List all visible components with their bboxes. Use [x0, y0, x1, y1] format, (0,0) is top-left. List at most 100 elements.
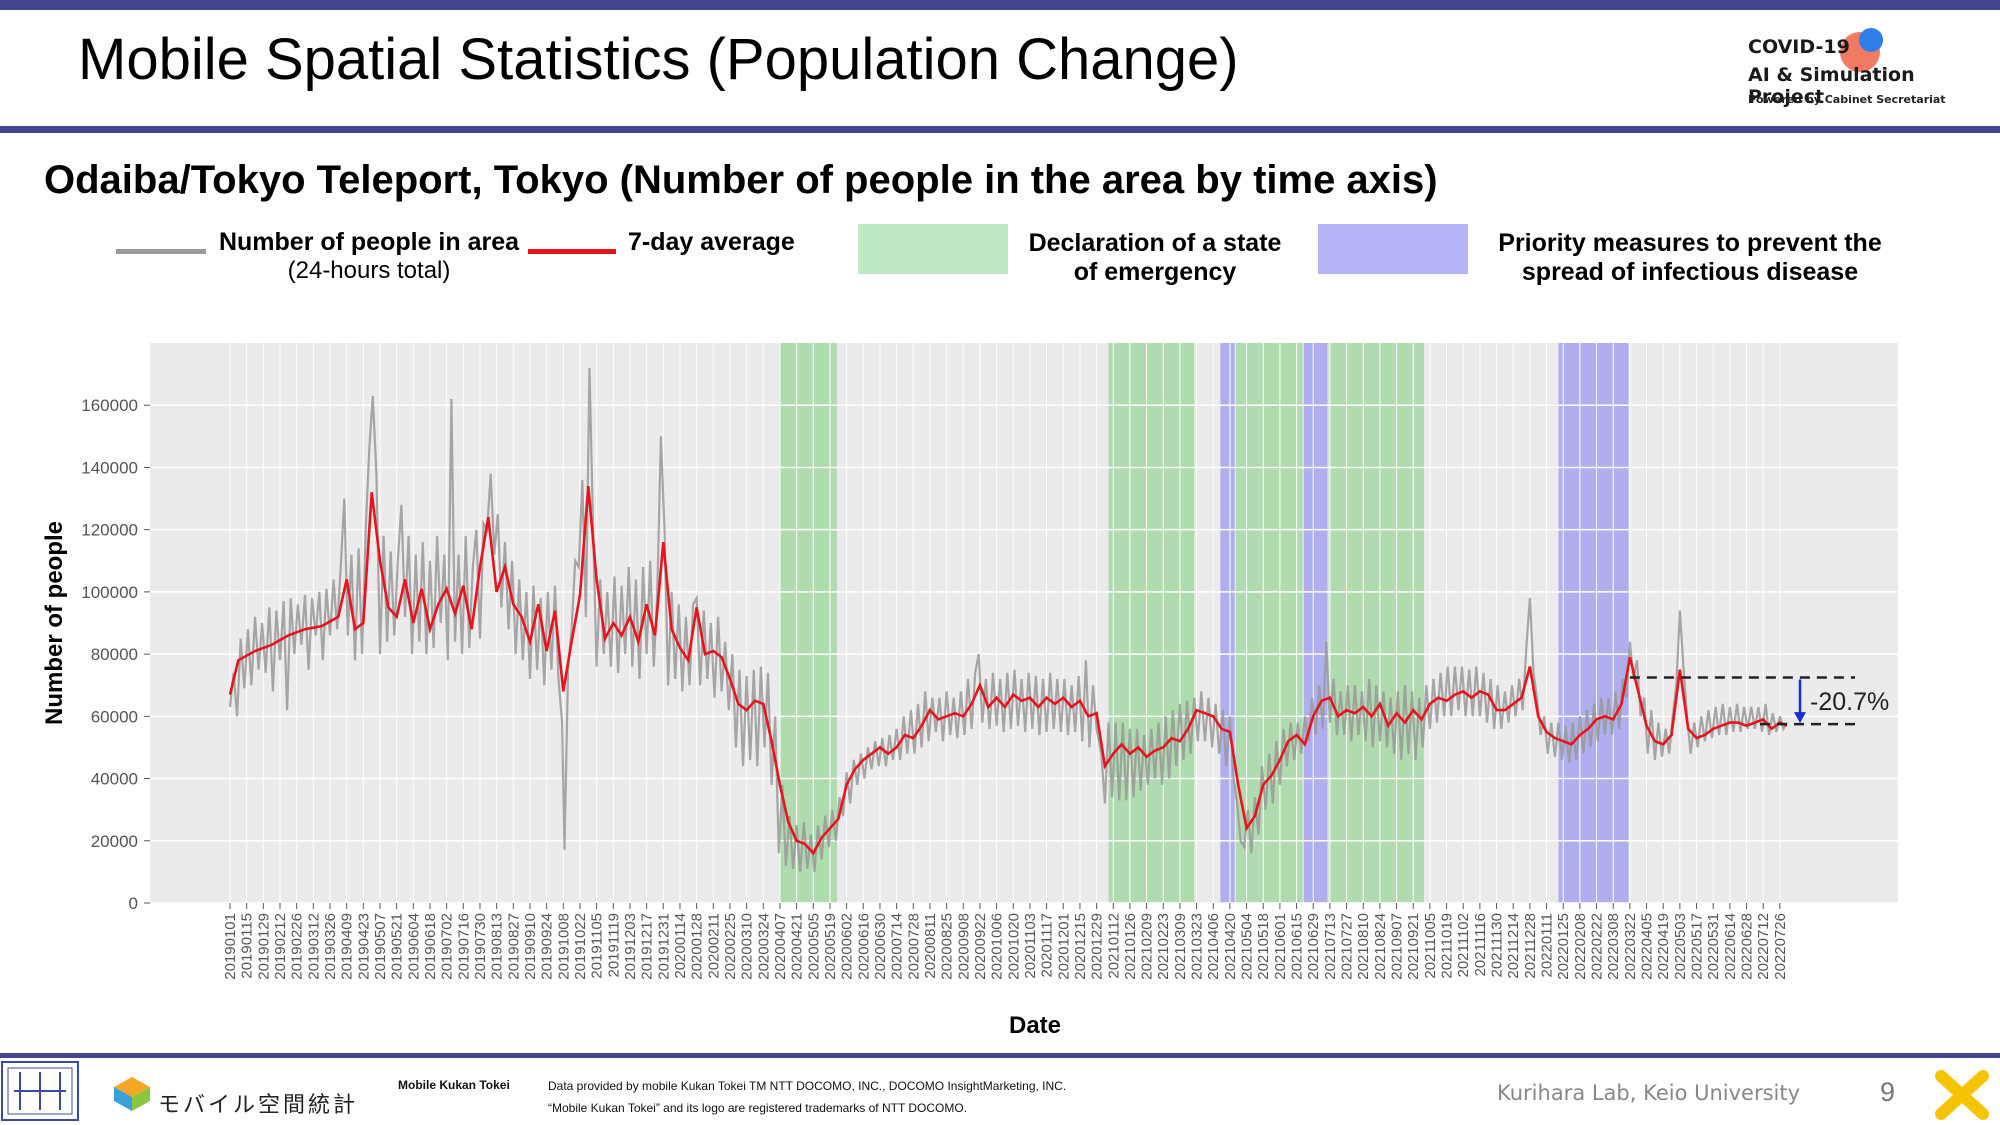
x-tick-label: 20190924 [539, 913, 556, 980]
x-tick-label: 20210406 [1205, 913, 1222, 980]
logo-line-2: AI & Simulation Project [1748, 64, 1915, 108]
x-axis-label: Date [1009, 1012, 1061, 1039]
x-tick-label: 20200908 [955, 913, 972, 980]
y-tick-label: 0 [129, 894, 138, 913]
x-tick-label: 20211005 [1422, 913, 1439, 979]
x-tick-label: 20200602 [839, 913, 856, 980]
x-tick-label: 20190226 [289, 913, 306, 980]
x-tick-label: 20200811 [922, 913, 939, 979]
x-tick-label: 20220308 [1605, 913, 1622, 980]
x-tick-label: 20201201 [1055, 913, 1072, 980]
x-tick-label: 20210209 [1139, 913, 1156, 980]
y-tick-label: 40000 [91, 770, 138, 789]
x-tick-label: 20200407 [772, 913, 789, 980]
x-tick-label: 20220111 [1539, 913, 1556, 978]
x-tick-label: 20210601 [1272, 913, 1289, 980]
x-tick-label: 20191217 [639, 913, 656, 980]
legend-emergency: Declaration of a state of emergency [1010, 229, 1300, 287]
x-tick-label: 20210309 [1172, 913, 1189, 980]
x-tick-label: 20220628 [1739, 913, 1756, 980]
x-tick-label: 20200225 [722, 913, 739, 980]
x-tick-label: 20191008 [555, 913, 572, 980]
x-tick-label: 20201117 [1039, 913, 1056, 978]
x-tick-label: 20210518 [1255, 913, 1272, 980]
annotation-label: -20.7% [1810, 688, 1889, 716]
legend-avg-label: 7-day average [628, 228, 795, 256]
logo-blue-circle [1859, 28, 1883, 52]
legend-priority: Priority measures to prevent the spread … [1470, 229, 1910, 287]
legend-emergency-label-1: Declaration of a state [1028, 229, 1282, 257]
emergency-band [1108, 343, 1195, 903]
y-axis-label: Number of people [41, 521, 68, 725]
header-top-bar [0, 0, 2000, 10]
x-tick-label: 20200616 [855, 913, 872, 980]
x-tick-label: 20210223 [1155, 913, 1172, 980]
logo-line-1: COVID-19 [1748, 36, 1850, 58]
x-tick-label: 20220531 [1705, 913, 1722, 980]
x-tick-label: 20211102 [1455, 913, 1472, 978]
x-tick-label: 20211130 [1489, 913, 1506, 978]
lab-name: Kurihara Lab, Keio University [1497, 1081, 1801, 1105]
x-tick-label: 20190827 [505, 913, 522, 980]
x-tick-label: 20211214 [1505, 913, 1522, 979]
x-tick-label: 20201020 [1005, 913, 1022, 980]
legend-priority-label-1: Priority measures to prevent the [1498, 229, 1882, 257]
x-tick-label: 20220222 [1589, 913, 1606, 980]
y-axis-ticks: 0 20000 40000 60000 80000 100000 120000 140000 1… [81, 396, 150, 913]
x-tick-label: 20211116 [1472, 913, 1489, 976]
logo-line-3: Powered by Cabinet Secretariat [1748, 93, 1946, 106]
page-number: 9 [1880, 1077, 1896, 1107]
footer-brand-en: Mobile Kukan Tokei [398, 1078, 510, 1092]
x-tick-label: 20200324 [755, 913, 772, 980]
x-tick-label: 20210323 [1189, 913, 1206, 980]
legend-raw-label: Number of people in area [218, 228, 520, 256]
x-tick-label: 20210615 [1289, 913, 1306, 980]
x-tick-label: 20220614 [1722, 913, 1739, 980]
x-tick-label: 20210810 [1355, 913, 1372, 980]
x-tick-label: 20220419 [1655, 913, 1672, 980]
y-tick-label: 100000 [81, 583, 138, 602]
x-tick-label: 20220712 [1755, 913, 1772, 980]
x-tick-label: 20200114 [672, 913, 689, 979]
legend-raw: Number of people in area (24-hours total… [214, 228, 524, 285]
y-tick-label: 140000 [81, 458, 138, 477]
x-tick-label: 20201006 [989, 913, 1006, 980]
emergency-band [1328, 343, 1424, 903]
x-tick-label: 20211019 [1439, 913, 1456, 979]
x-tick-label: 20190702 [439, 913, 456, 980]
x-tick-label: 20210921 [1405, 913, 1422, 980]
footer-credit-2: “Mobile Kukan Tokei” and its logo are re… [548, 1101, 968, 1115]
raw-series-line [228, 367, 1788, 873]
priority-band [1558, 343, 1629, 903]
x-tick-label: 20190618 [422, 913, 439, 980]
header-divider-bar [0, 126, 2000, 133]
x-tick-label: 20191231 [655, 913, 672, 980]
x-tick-label: 20210112 [1105, 913, 1122, 979]
change-annotation: -20.7% [1629, 676, 1889, 726]
x-tick-label: 20201229 [1089, 913, 1106, 980]
x-tick-label: 20210629 [1305, 913, 1322, 980]
x-tick-label: 20220125 [1555, 913, 1572, 980]
x-tick-label: 20191119 [605, 913, 622, 978]
x-tick-label: 20201103 [1022, 913, 1039, 979]
x-tick-label: 20191022 [572, 913, 589, 980]
x-tick-label: 20201215 [1072, 913, 1089, 980]
x-tick-label: 20190312 [305, 913, 322, 980]
x-tick-label: 20200505 [805, 913, 822, 980]
x-tick-label: 20211228 [1522, 913, 1539, 979]
x-tick-label: 20190910 [522, 913, 539, 980]
x-tick-label: 20210824 [1372, 913, 1389, 980]
slide-title: Mobile Spatial Statistics (Population Ch… [78, 27, 1239, 92]
emergency-band [779, 343, 838, 903]
y-tick-label: 20000 [91, 832, 138, 851]
legend-priority-label-2: spread of infectious disease [1521, 258, 1859, 286]
x-tick-label: 20200922 [972, 913, 989, 980]
x-tick-label: 20190115 [239, 913, 256, 979]
avg-series-line [228, 485, 1788, 856]
legend-avg-swatch [528, 249, 616, 254]
x-tick-label: 20220322 [1622, 913, 1639, 980]
x-tick-label: 20210713 [1322, 913, 1339, 980]
x-tick-label: 20200128 [689, 913, 706, 980]
footer-credit-1: Data provided by mobile Kukan Tokei TM N… [548, 1079, 1067, 1093]
y-tick-label: 60000 [91, 707, 138, 726]
